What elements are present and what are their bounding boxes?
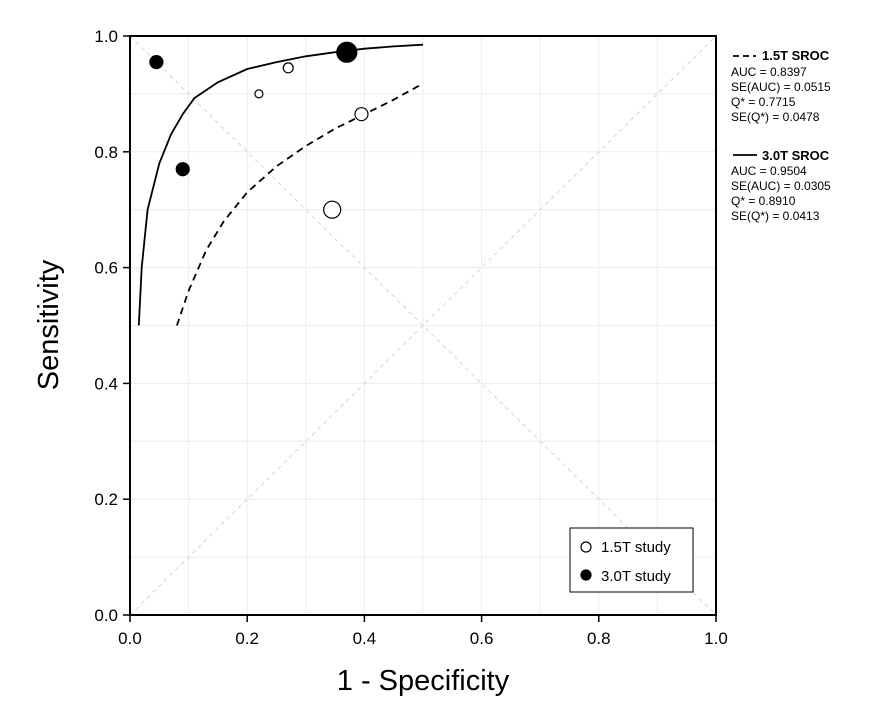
x-tick-label: 0.4 [353,629,377,648]
sroc-curve-dashed [176,82,424,326]
plot-frame [129,35,717,616]
x-tick-label: 0.0 [118,629,142,648]
x-axis-title: 1 - Specificity [337,665,510,697]
y-tick-label: 0.2 [94,490,118,509]
x-tick-label: 0.6 [470,629,494,648]
x-tick-label: 1.0 [704,629,728,648]
legend-filled-circle-marker [580,569,592,581]
y-axis-title: Sensitivity [33,259,65,390]
study-point-1-5t [354,107,369,122]
y-tick-label: 0.8 [94,143,118,162]
study-point-1-5t [282,62,294,74]
study-point-1-5t [254,89,264,99]
stats-1-5t-q-star: Q* = 0.7715 [731,95,796,109]
legend-box [569,527,694,593]
sroc-stats-panel: 1.5T SROC AUC = 0.8397 SE(AUC) = 0.0515 … [731,48,831,223]
x-tick-label: 0.8 [587,629,611,648]
legend: 1.5T study 3.0T study [569,527,694,593]
axis-ticks: 0.0 0.2 0.4 0.6 0.8 1.0 0.0 0.2 0.4 0.6 0.8 1.0 [94,27,727,648]
stats-1-5t-se-auc: SE(AUC) = 0.0515 [731,80,831,94]
stats-3-0t-auc: AUC = 0.9504 [731,164,807,178]
legend-label-3-0t-study: 3.0T study [601,568,671,585]
x-tick-label: 0.2 [235,629,259,648]
q-star-antidiagonal-line [129,35,717,616]
y-tick-label: 0.0 [94,606,118,625]
y-tick-label: 0.6 [94,259,118,278]
study-point-1-5t [323,200,342,219]
study-point-3-0t [149,54,164,70]
reference-lines [129,35,717,616]
y-tick-label: 1.0 [94,27,118,46]
stats-3-0t-se-auc: SE(AUC) = 0.0305 [731,179,831,193]
stats-1-5t-se-q-star: SE(Q*) = 0.0478 [731,110,820,124]
stats-heading-1-5t: 1.5T SROC [762,48,830,63]
study-point-3-0t [336,41,358,63]
stats-3-0t-se-q-star: SE(Q*) = 0.0413 [731,209,820,223]
legend-label-1-5t-study: 1.5T study [601,539,671,556]
stats-1-5t-auc: AUC = 0.8397 [731,65,807,79]
stats-heading-3-0t: 3.0T SROC [762,148,830,163]
stats-3-0t-q-star: Q* = 0.8910 [731,194,796,208]
study-points [149,41,369,219]
study-point-3-0t [175,162,190,177]
y-tick-label: 0.4 [94,374,118,393]
legend-open-circle-marker [580,541,592,553]
